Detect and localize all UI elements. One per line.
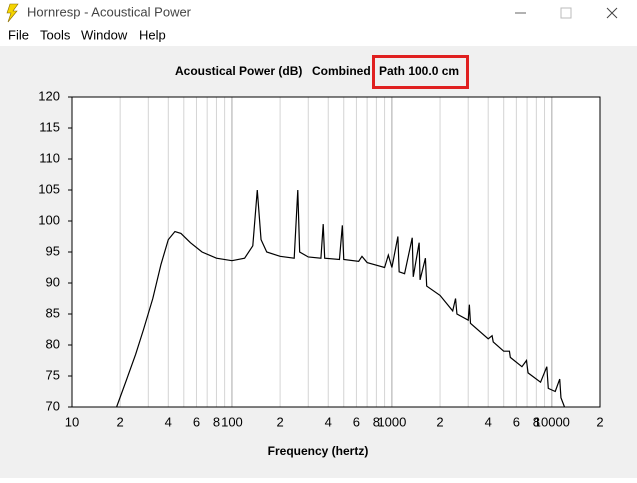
grid	[119, 97, 553, 407]
x-tick-label: 100	[221, 414, 243, 429]
x-tick-label: 10	[65, 414, 79, 429]
close-button[interactable]	[606, 7, 618, 19]
plot-area	[72, 97, 600, 407]
chart-annotation: Combined	[312, 64, 371, 78]
x-tick-label: 2	[117, 414, 124, 429]
menu-item[interactable]: Help	[139, 27, 166, 42]
y-tick-label: 110	[39, 150, 60, 165]
x-tick-label: 8	[213, 414, 220, 429]
x-tick-label: 2	[276, 414, 283, 429]
menu-item[interactable]: File	[8, 27, 29, 42]
x-tick-label: 6	[353, 414, 360, 429]
app-icon	[6, 3, 19, 23]
y-tick-label: 75	[46, 367, 60, 382]
y-tick-label: 85	[46, 305, 60, 320]
window-title: Hornresp - Acoustical Power	[27, 4, 192, 19]
menu-item[interactable]: Tools	[40, 27, 71, 42]
x-tick-label: 4	[325, 414, 332, 429]
y-tick-label: 80	[46, 336, 60, 351]
marks	[116, 189, 566, 408]
chart-title: Acoustical Power (dB)	[175, 64, 302, 78]
y-tick-label: 115	[39, 119, 60, 134]
x-tick-label: 8	[373, 414, 380, 429]
y-tick-label: 120	[38, 88, 60, 103]
x-tick-label: 2	[596, 414, 603, 429]
chart-annotation: Path 100.0 cm	[379, 64, 459, 78]
y-tick-label: 100	[38, 212, 60, 227]
y-tick-label: 105	[38, 181, 60, 196]
highlight-box	[372, 55, 469, 89]
data-line	[116, 189, 566, 408]
y-tick-label: 70	[46, 398, 60, 413]
x-tick-label: 10000	[534, 414, 570, 429]
maximize-button[interactable]	[560, 7, 572, 19]
x-tick-label: 4	[165, 414, 172, 429]
x-tick-label: 4	[485, 414, 492, 429]
x-tick-label: 6	[513, 414, 520, 429]
title-menu-bar	[0, 0, 637, 46]
x-tick-label: 6	[193, 414, 200, 429]
y-tick-label: 95	[46, 243, 60, 258]
x-tick-label: 8	[533, 414, 540, 429]
x-tick-label: 1000	[377, 414, 406, 429]
y-tick-label: 90	[46, 274, 60, 289]
x-axis-label: Frequency (hertz)	[268, 444, 369, 458]
x-tick-label: 2	[436, 414, 443, 429]
menu-item[interactable]: Window	[81, 27, 128, 42]
